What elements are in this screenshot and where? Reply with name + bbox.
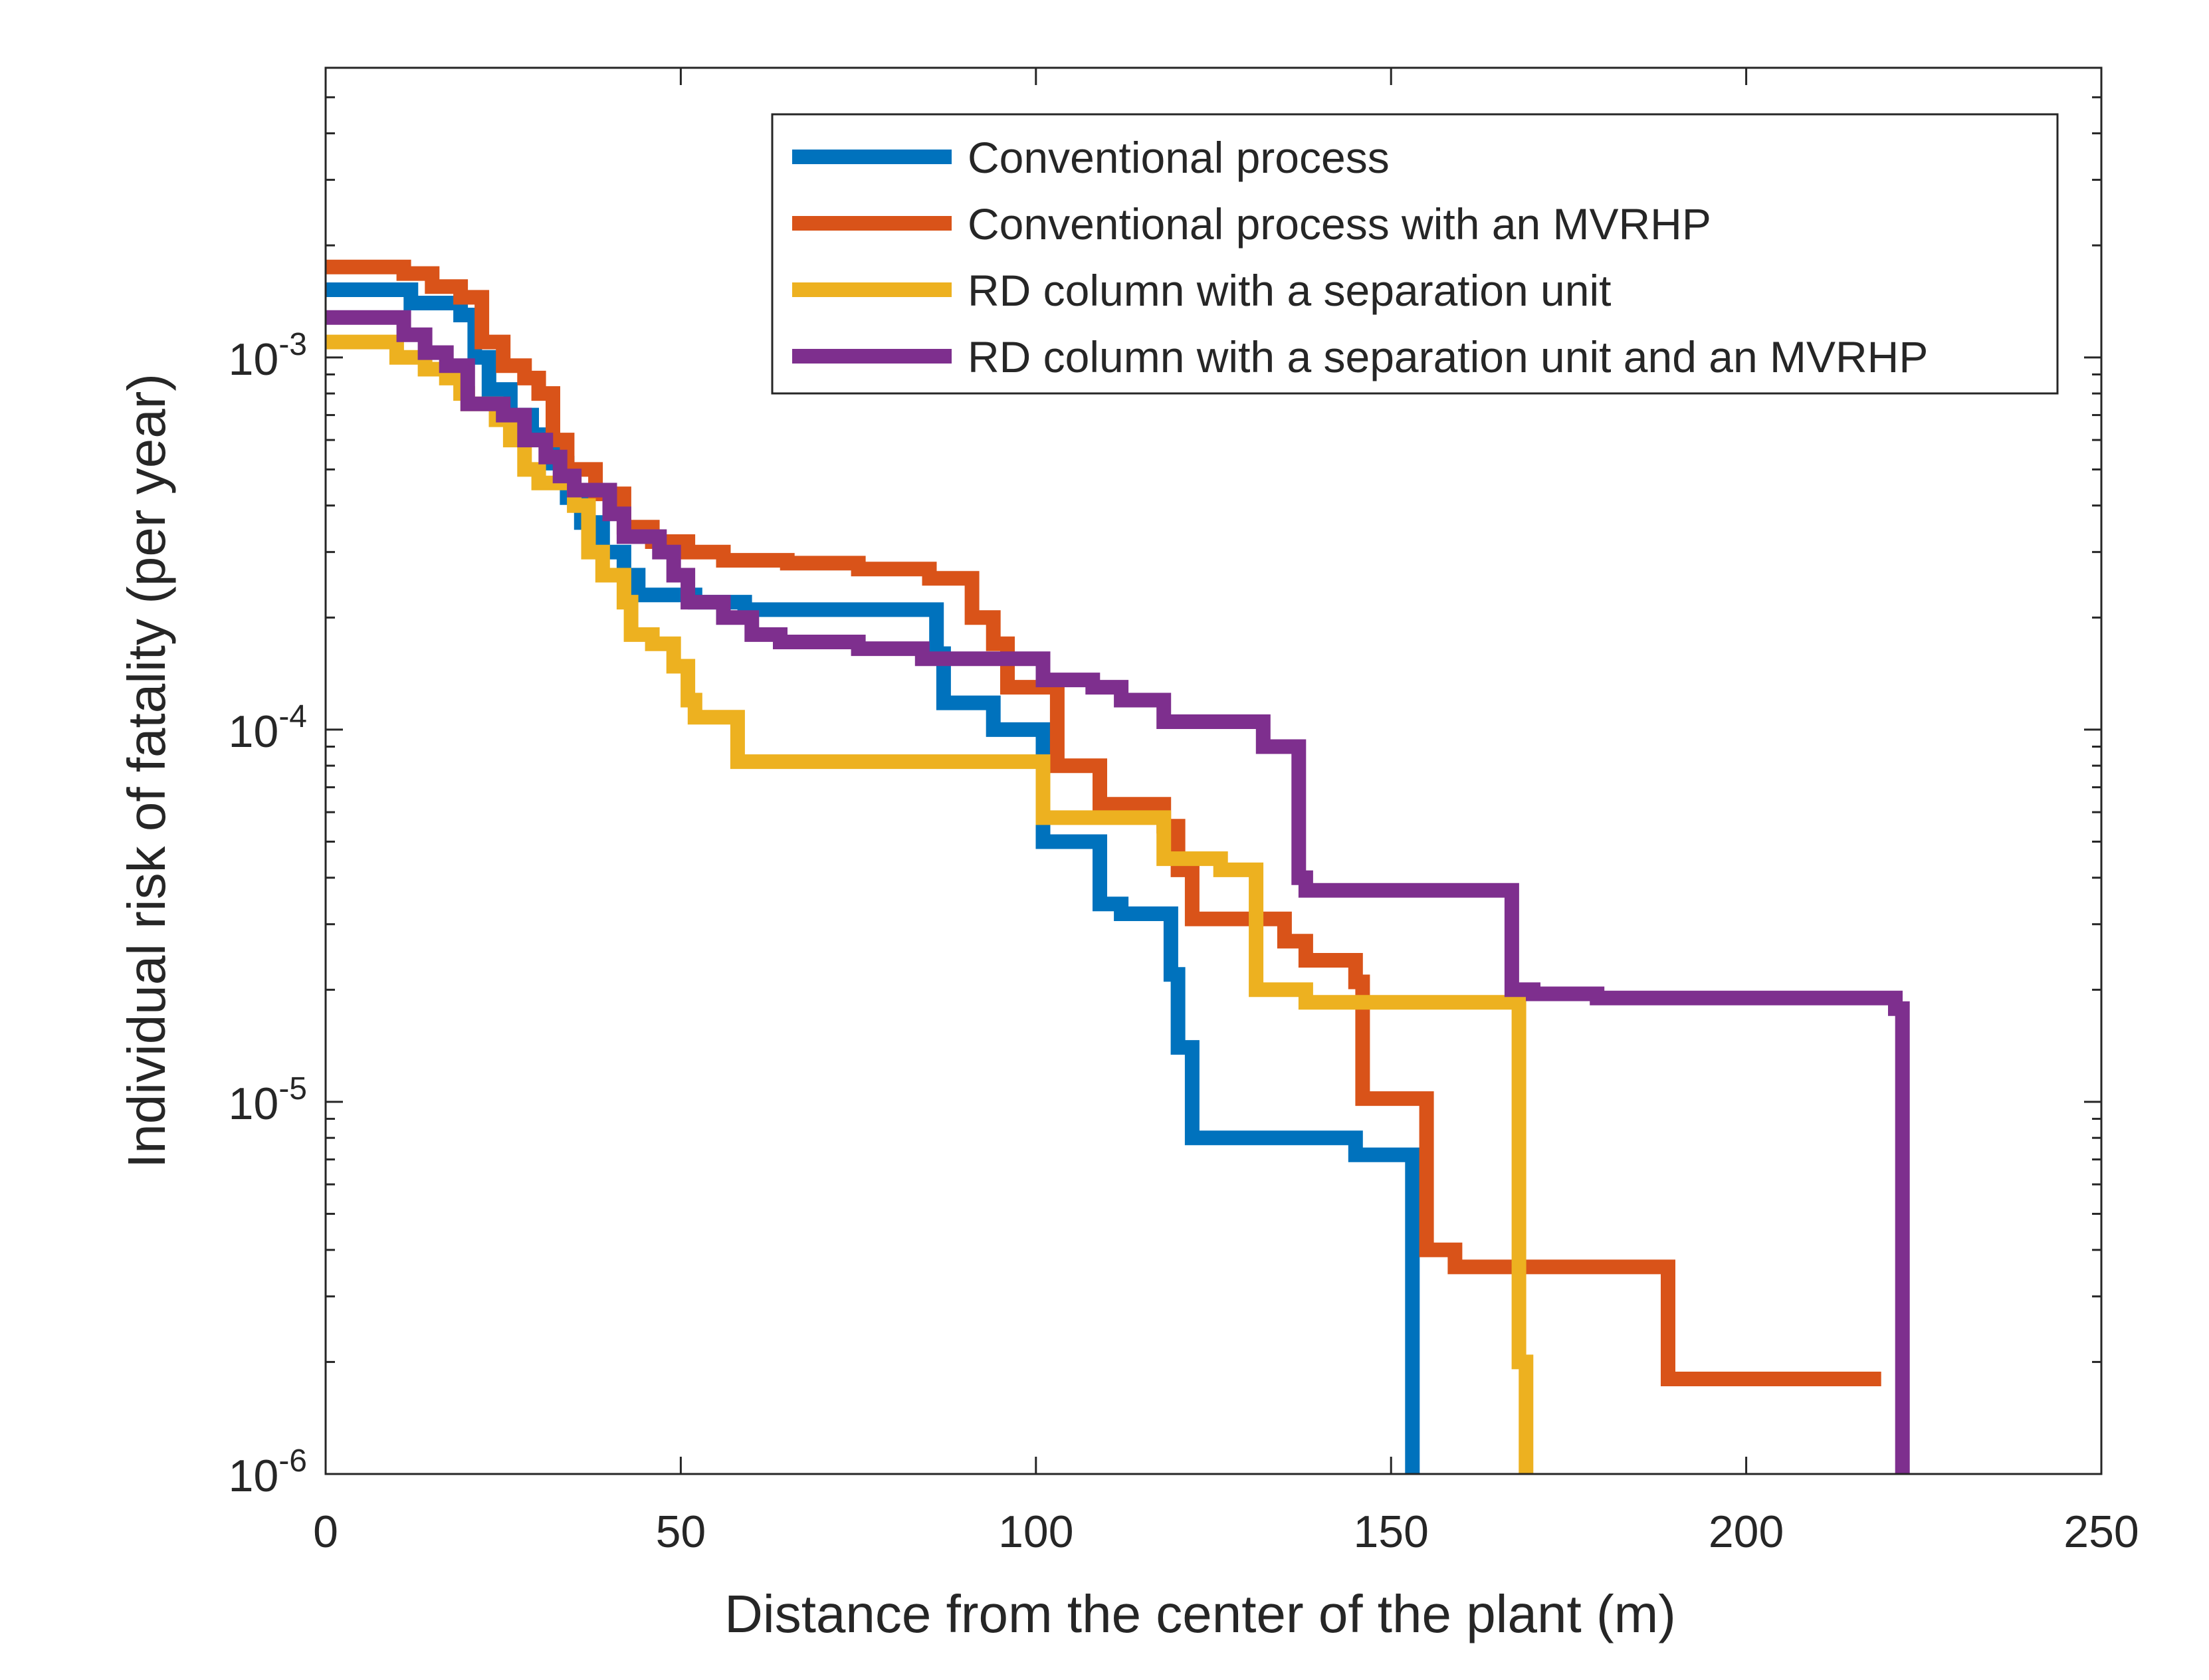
ticks-layer [324, 66, 2103, 1475]
y-tick-base: 10 [229, 1079, 279, 1129]
y-tick-base: 10 [229, 1451, 279, 1501]
series-line-3 [326, 310, 1910, 1474]
y-tick-exponent: -5 [278, 1071, 307, 1106]
x-tick-label: 0 [313, 1507, 338, 1557]
x-tick-labels: 0 50 100 150 200 250 [313, 1507, 2139, 1557]
x-tick-label: 250 [2063, 1507, 2139, 1557]
y-tick-base: 10 [229, 334, 279, 385]
legend-box [771, 113, 2059, 395]
x-axis-label: Distance from the center of the plant (m… [724, 1584, 1676, 1643]
legend: Conventional process Conventional process… [771, 113, 2059, 395]
y-tick-label: 10-3 [229, 327, 307, 385]
y-tick-labels: 10-610-510-410-3 [229, 327, 307, 1501]
series-line-1 [326, 259, 1881, 1386]
y-tick-label: 10-5 [229, 1071, 307, 1129]
y-tick-exponent: -6 [278, 1443, 307, 1479]
x-tick-label: 150 [1353, 1507, 1428, 1557]
y-tick-exponent: -4 [278, 699, 307, 734]
legend-label-0: Conventional process [968, 133, 1390, 182]
y-tick-base: 10 [229, 706, 279, 757]
y-tick-label: 10-4 [229, 699, 307, 757]
x-tick-label: 50 [656, 1507, 706, 1557]
legend-label-2: RD column with a separation unit [968, 266, 1611, 315]
legend-label-3: RD column with a separation unit and an … [968, 332, 1928, 381]
y-axis-label: Individual risk of fatality (per year) [117, 373, 176, 1168]
series-layer [326, 259, 1910, 1474]
y-tick-exponent: -3 [278, 327, 307, 362]
plot-frame [324, 66, 2103, 1475]
x-tick-label: 100 [998, 1507, 1073, 1557]
y-tick-label: 10-6 [229, 1443, 307, 1501]
x-tick-label: 200 [1709, 1507, 1784, 1557]
legend-label-1: Conventional process with an MVRHP [968, 199, 1711, 249]
